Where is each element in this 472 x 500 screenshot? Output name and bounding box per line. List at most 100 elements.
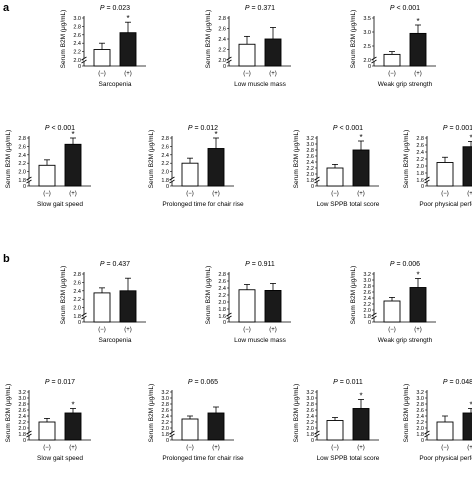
- x-tick-label: (−): [441, 191, 449, 197]
- x-tick-label: (−): [388, 71, 396, 77]
- x-axis-label: Weak grip strength: [378, 81, 433, 88]
- significance-marker: *: [71, 130, 74, 139]
- y-tick-label: 1.8: [363, 314, 371, 320]
- y-tick-label: 0: [368, 320, 371, 326]
- y-axis-label: Serum B2M (μg/mL): [293, 384, 300, 443]
- y-tick-label: 0: [223, 320, 226, 326]
- panel-letter-b: b: [3, 253, 10, 265]
- axis-break-mark: [371, 56, 377, 61]
- bar-chart-11: P = 0.017 01.82.02.22.42.62.83.03.2 Serum …: [5, 379, 91, 462]
- axis-break-mark: [314, 176, 320, 181]
- y-tick-label: 2.0: [363, 58, 371, 64]
- y-tick-label: 1.8: [306, 432, 314, 438]
- axis-break-mark: [424, 179, 430, 184]
- axis-break-mark: [424, 176, 430, 181]
- bar-chart-10: P = 0.006 01.82.02.22.42.62.83.03.2 Serum …: [350, 261, 436, 344]
- y-tick-label: 2.0: [218, 58, 226, 64]
- significance-marker: *: [214, 130, 217, 139]
- bar-chart-1: P = 0.023 02.0 2.2 2.4 2.6 2.8 3.0 Serum B2M (μ…: [60, 5, 146, 88]
- y-tick-label: 2.8: [18, 402, 26, 408]
- significance-marker: *: [71, 401, 74, 410]
- bar-negative: [436, 421, 454, 441]
- bar-positive: [64, 412, 82, 441]
- axis-break-mark: [226, 315, 232, 320]
- bar-chart-5: P = 0.012 01.8 2.0 2.2 2.4 2.6 2.8 Serum B2M (μ…: [148, 125, 244, 208]
- y-tick-label: 0: [311, 184, 314, 190]
- y-tick-label: 2.6: [73, 33, 81, 39]
- bar-positive: [119, 290, 137, 323]
- y-tick-label: 2.8: [73, 24, 81, 30]
- y-tick-label: 2.4: [161, 414, 169, 420]
- x-axis-label: Low SPPB total score: [317, 201, 380, 208]
- axis-break-mark: [371, 315, 377, 320]
- y-tick-label: 2.8: [218, 16, 226, 22]
- axis-break-mark: [371, 59, 377, 64]
- bar-chart-3: P < 0.001 02.0 2.5 3.0 3.5 Serum B2M (μg/mL) (…: [350, 5, 436, 88]
- y-tick-label: 1.8: [161, 432, 169, 438]
- y-tick-label: 2.2: [306, 166, 314, 172]
- y-tick-label: 2.2: [218, 48, 226, 54]
- bar-positive: [64, 143, 82, 187]
- y-tick-label: 2.6: [73, 280, 81, 286]
- y-tick-label: 2.4: [73, 289, 81, 295]
- bar-negative: [436, 162, 454, 187]
- y-tick-label: 2.6: [161, 408, 169, 414]
- x-tick-label: (+): [414, 71, 422, 77]
- y-axis-label: Serum B2M (μg/mL): [205, 266, 212, 325]
- x-axis-label: Sarcopenia: [99, 337, 132, 344]
- p-value-title: P = 0.001: [443, 125, 472, 132]
- y-tick-label: 0: [421, 184, 424, 190]
- x-axis-label: Sarcopenia: [99, 81, 132, 88]
- y-tick-label: 2.4: [18, 414, 26, 420]
- axis-break-mark: [314, 430, 320, 435]
- y-tick-label: 2.8: [73, 272, 81, 278]
- p-value-title: P < 0.001: [45, 125, 75, 132]
- x-tick-label: (−): [186, 445, 194, 451]
- y-tick-label: 2.4: [218, 37, 226, 43]
- y-tick-label: 2.5: [363, 44, 371, 50]
- bar-chart-8: P = 0.437 01.8 2.0 2.2 2.4 2.6 2.8 Serum B2M (μ…: [60, 261, 146, 344]
- y-axis-label: Serum B2M (μg/mL): [403, 384, 410, 443]
- axis-break-mark: [169, 433, 175, 438]
- y-tick-label: 2.6: [18, 408, 26, 414]
- y-tick-label: 0: [78, 320, 81, 326]
- y-tick-label: 3.0: [363, 30, 371, 36]
- significance-marker: *: [416, 271, 419, 280]
- y-tick-label: 2.6: [18, 144, 26, 150]
- y-tick-label: 1.8: [18, 432, 26, 438]
- y-tick-label: 2.6: [306, 154, 314, 160]
- p-value-title: P = 0.371: [245, 5, 275, 12]
- y-tick-label: 0: [23, 438, 26, 444]
- y-tick-label: 1.6: [218, 314, 226, 320]
- bar-positive: [264, 38, 282, 67]
- bar-negative: [383, 300, 401, 323]
- y-tick-label: 2.8: [416, 136, 424, 142]
- y-tick-label: 2.6: [416, 408, 424, 414]
- bar-positive: [462, 412, 472, 441]
- axis-break-mark: [371, 312, 377, 317]
- x-axis-label: Prolonged time for chair rise: [162, 201, 244, 208]
- y-axis-label: Serum B2M (μg/mL): [5, 130, 12, 189]
- p-value-title: P < 0.001: [333, 125, 363, 132]
- y-tick-label: 3.0: [306, 396, 314, 402]
- y-tick-label: 2.2: [218, 293, 226, 299]
- panel-letter-a: a: [3, 2, 10, 14]
- y-tick-label: 2.0: [18, 426, 26, 432]
- axis-break-mark: [26, 176, 32, 181]
- p-value-title: P = 0.911: [245, 261, 275, 268]
- y-tick-label: 2.4: [18, 153, 26, 159]
- axis-break-mark: [226, 56, 232, 61]
- bar-negative: [181, 418, 199, 441]
- p-value-title: P = 0.048: [443, 379, 472, 386]
- axis-break-mark: [81, 56, 87, 61]
- y-tick-label: 2.8: [161, 136, 169, 142]
- y-tick-label: 0: [23, 184, 26, 190]
- x-axis-label: Slow gait speed: [37, 455, 83, 462]
- y-tick-label: 2.0: [18, 170, 26, 176]
- y-tick-label: 3.5: [363, 16, 371, 22]
- bar-positive: [352, 408, 370, 441]
- y-axis-label: Serum B2M (μg/mL): [350, 10, 357, 69]
- axis-break-mark: [81, 315, 87, 320]
- y-tick-label: 2.2: [73, 50, 81, 56]
- bar-chart-12: P = 0.065 01.82.02.22.42.62.83.03.2 Serum …: [148, 379, 244, 462]
